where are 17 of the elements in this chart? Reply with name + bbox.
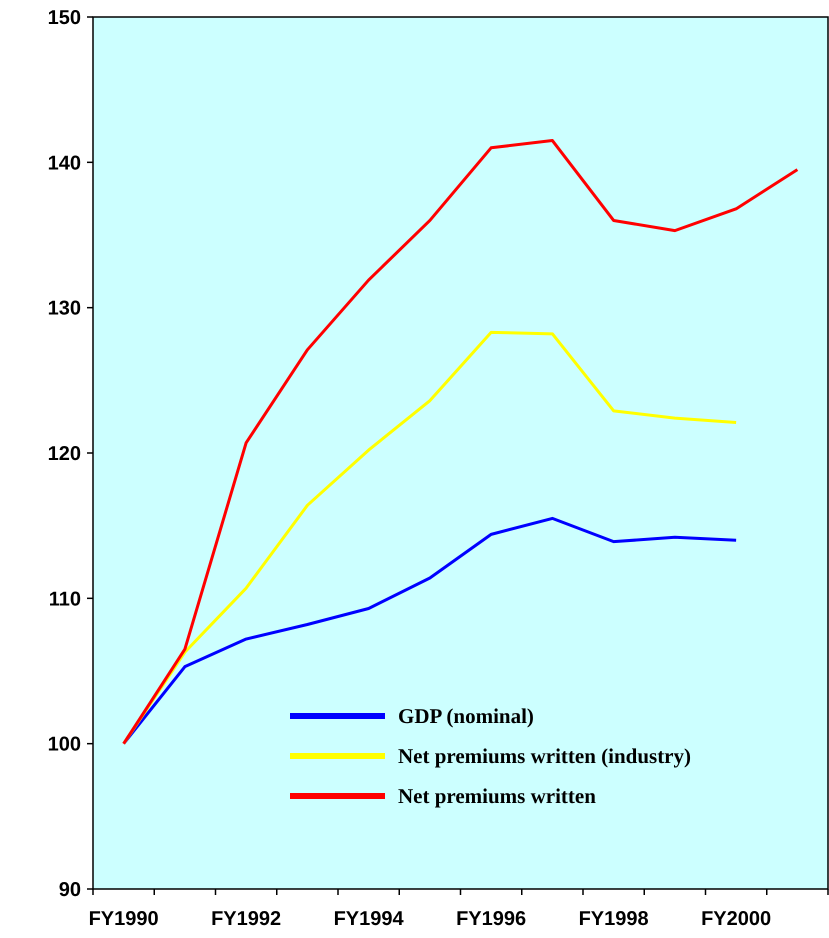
y-tick-label: 90 [58, 879, 81, 901]
y-tick-label: 150 [48, 7, 81, 29]
legend-label: GDP (nominal) [398, 704, 534, 728]
legend-label: Net premiums written [398, 784, 596, 808]
x-tick-label: FY1990 [88, 908, 159, 930]
line-series [122, 139, 799, 746]
x-tick-label: FY1996 [456, 908, 526, 930]
y-tick-label: 100 [48, 734, 81, 756]
y-tick-label: 130 [48, 298, 81, 320]
y-tick-label: 140 [48, 152, 81, 174]
x-tick-label: FY1998 [578, 908, 649, 930]
x-tick-label: FY1992 [211, 908, 282, 930]
x-tick-label: FY2000 [701, 908, 772, 930]
y-tick-label: 120 [48, 443, 81, 465]
y-tick-label: 110 [48, 588, 81, 610]
legend-label: Net premiums written (industry) [398, 744, 691, 768]
x-tick-label: FY1994 [334, 908, 405, 930]
